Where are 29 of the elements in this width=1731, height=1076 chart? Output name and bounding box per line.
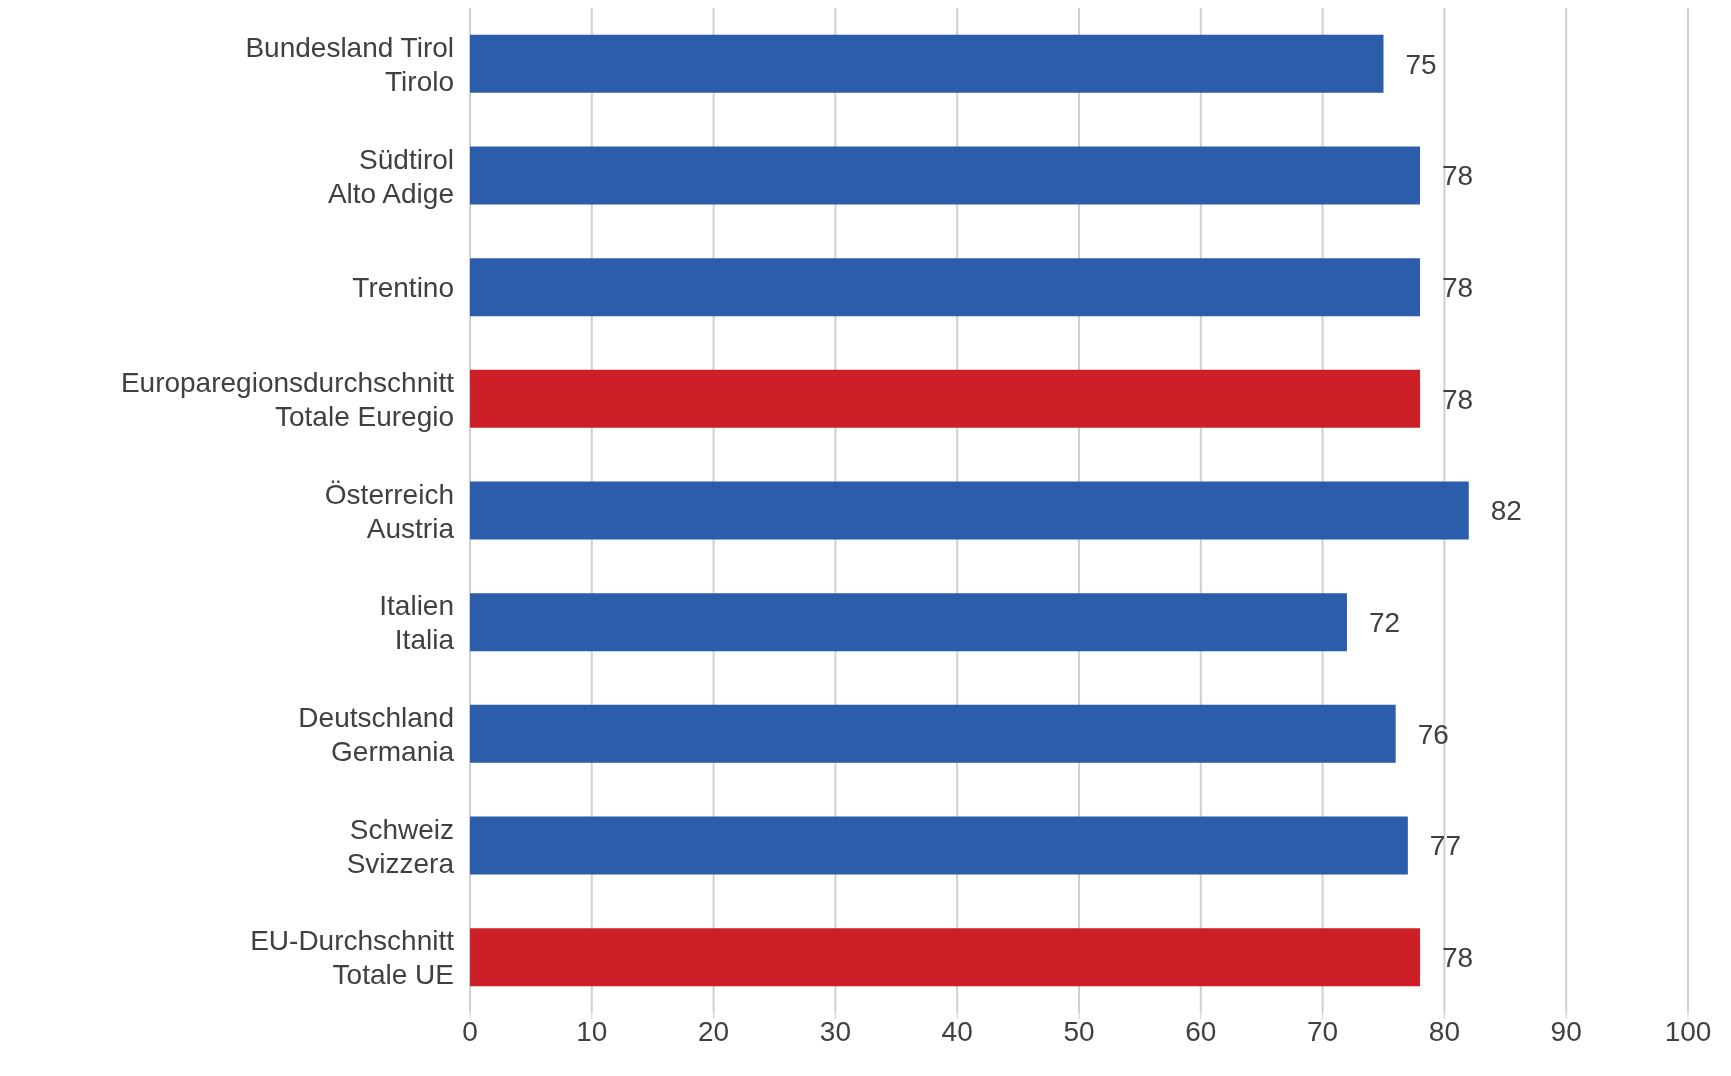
x-tick-label: 0	[462, 1015, 478, 1047]
x-tick-label: 30	[819, 1015, 851, 1047]
y-tick-label: Trentino	[352, 271, 454, 303]
x-tick-label: 90	[1550, 1015, 1582, 1047]
y-tick-label: Österreich Austria	[324, 478, 455, 543]
y-tick-label: Bundesland Tirol Tirolo	[245, 31, 454, 97]
x-tick-label: 60	[1185, 1015, 1217, 1047]
x-tick-label: 80	[1428, 1015, 1460, 1047]
x-tick-label: 70	[1307, 1015, 1339, 1047]
y-tick-label: EU-Durchschnitt Totale UE	[250, 924, 455, 990]
x-tick-label: 20	[698, 1015, 730, 1047]
data-label: 75	[1405, 48, 1437, 80]
data-label: 78	[1442, 160, 1474, 192]
data-label: 78	[1442, 383, 1474, 415]
y-tick-label: Deutschland Germania	[298, 701, 455, 767]
data-label: 72	[1368, 607, 1401, 639]
data-label: 76	[1417, 718, 1449, 750]
data-label: 78	[1442, 272, 1474, 304]
y-tick-label: Europaregionsdurchschnitt Totale Euregio	[120, 366, 455, 432]
data-label: 77	[1429, 830, 1462, 862]
x-tick-label: 100	[1664, 1015, 1712, 1047]
data-label: 78	[1442, 942, 1474, 974]
data-label: 82	[1490, 495, 1522, 527]
y-tick-label: Italien Italia	[379, 589, 455, 655]
x-tick-label: 10	[576, 1015, 608, 1047]
y-tick-label: Schweiz Svizzera	[346, 813, 455, 878]
x-tick-label: 50	[1063, 1015, 1095, 1047]
y-tick-label: Südtirol Alto Adige	[327, 143, 454, 208]
x-tick-label: 40	[941, 1015, 973, 1047]
